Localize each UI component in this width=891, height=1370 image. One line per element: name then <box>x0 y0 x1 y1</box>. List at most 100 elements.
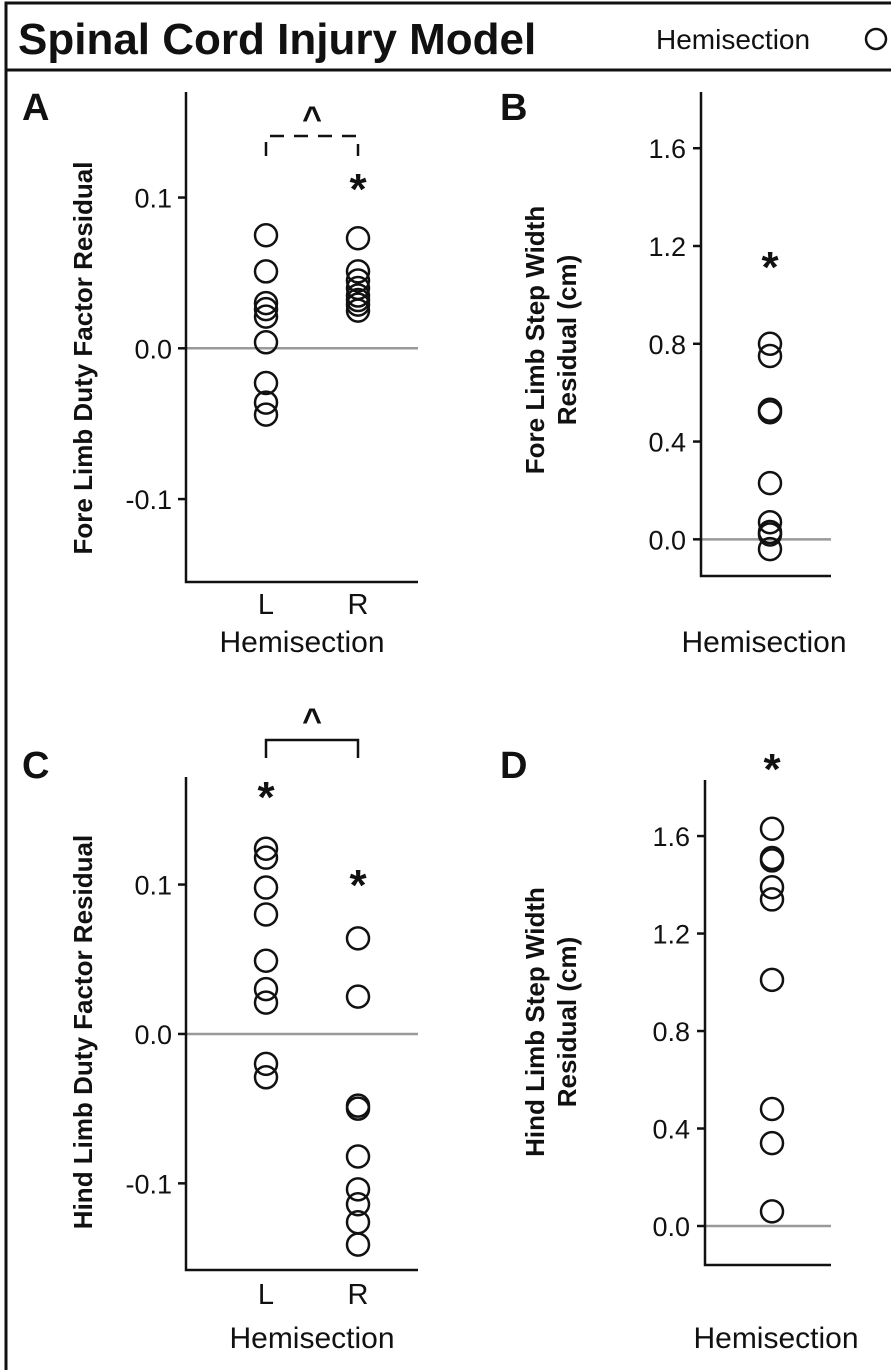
panel-a-data-point <box>253 222 279 248</box>
panel-d-ytick-label: 0.0 <box>652 1212 690 1242</box>
panel-c-data-point <box>345 1144 371 1169</box>
panel-c-comparison-bracket <box>264 738 360 758</box>
figure-frame <box>4 1 891 1370</box>
panel-a-data-point <box>253 290 279 316</box>
panel-b-data-point <box>757 522 783 547</box>
panel-b-ylabel: Fore Limb Step Width <box>520 206 550 474</box>
panel-c-data-point <box>253 902 279 927</box>
panel-a-category-label: R <box>348 589 369 621</box>
panel-a-data-point <box>253 390 279 415</box>
panel-b-ylabel: Residual (cm) <box>552 255 582 426</box>
panel-b-significance-star: * <box>761 243 779 292</box>
panel-c-significance-star: * <box>349 861 367 910</box>
panel-d-data-point <box>759 816 785 841</box>
panel-b-axes <box>699 92 831 578</box>
panel-a-ytick-label: 0.0 <box>134 334 172 364</box>
panel-c: C -0.1 0.0 0.1 Hind Limb Duty Factor Residua… <box>22 702 418 1355</box>
panel-d-letter: D <box>500 745 527 787</box>
panel-c-axes <box>184 777 418 1272</box>
panel-c-ylabel: Hind Limb Duty Factor Residual <box>68 835 98 1229</box>
panel-a: A -0.1 0.0 0.1 Fore Limb Duty Factor Residua… <box>22 87 418 659</box>
panel-b-data-point <box>757 470 783 496</box>
panel-c-data-point <box>345 926 371 951</box>
panel-a-data-point <box>253 296 279 322</box>
panels: A -0.1 0.0 0.1 Fore Limb Duty Factor Residua… <box>22 87 859 1355</box>
panel-d-data-point <box>759 887 785 912</box>
panel-b-data-point <box>757 331 783 357</box>
panel-a-data-point <box>345 292 371 317</box>
panel-c-data-point <box>253 845 279 870</box>
panel-d-xlabel: Hemisection <box>693 1322 858 1355</box>
panel-c-data-point <box>253 1065 279 1090</box>
panel-d-significance-star: * <box>763 745 781 794</box>
panel-b: B 0.0 0.4 0.8 1.2 1.6 Fore Limb Step Width Resi… <box>500 87 847 659</box>
panel-d-ytick-label: 0.4 <box>652 1115 690 1145</box>
panel-a-axes <box>184 92 418 584</box>
panel-c-data-point <box>253 836 279 861</box>
panel-c-data-point <box>345 1192 371 1217</box>
panel-c-data-point <box>253 990 279 1015</box>
panel-a-ytick-label: -0.1 <box>125 485 172 515</box>
panel-a-letter: A <box>22 87 49 129</box>
panel-d-ytick-label: 0.8 <box>652 1017 690 1047</box>
panel-c-data-point <box>253 875 279 900</box>
panel-a-data-point <box>253 370 279 396</box>
panel-c-data-point <box>253 976 279 1002</box>
panel-d-data-point <box>759 848 785 873</box>
panel-d-axes <box>703 780 831 1267</box>
panel-a-comparison-bracket <box>264 134 360 156</box>
panel-c-bracket-label: ^ <box>302 702 322 740</box>
panel-c-ytick-label: 0.1 <box>134 871 172 901</box>
panel-a-ylabel: Fore Limb Duty Factor Residual <box>68 162 98 555</box>
panel-c-data-point <box>253 1051 279 1077</box>
panel-c-xlabel: Hemisection <box>229 1322 394 1355</box>
panel-a-data-point <box>253 330 279 355</box>
legend-label: Hemisection <box>656 24 810 55</box>
panel-a-significance-star: * <box>349 165 367 214</box>
panel-a-data-point <box>345 259 371 284</box>
panel-d-ytick-label: 1.2 <box>652 920 690 950</box>
panel-c-category-label: R <box>348 1279 369 1311</box>
panel-b-data-point <box>757 536 783 562</box>
panel-a-data-point <box>253 259 279 284</box>
panel-a-category-label: L <box>258 589 274 621</box>
panel-c-category-label: L <box>258 1279 274 1311</box>
panel-a-xlabel: Hemisection <box>219 626 384 659</box>
panel-a-data-point <box>345 298 371 323</box>
panel-a-data-point <box>345 225 371 251</box>
panel-b-ytick-label: 1.6 <box>648 134 686 164</box>
panel-d-ytick-label: 1.6 <box>652 822 690 852</box>
panel-d: D 0.0 0.4 0.8 1.2 1.6 Hind Limb Step Width Resi… <box>500 745 859 1355</box>
panel-c-ytick-label: 0.0 <box>134 1020 172 1050</box>
panel-b-ytick-label: 0.4 <box>648 428 686 458</box>
panel-b-xlabel: Hemisection <box>681 626 846 659</box>
panel-a-ytick-label: 0.1 <box>134 184 172 214</box>
panel-d-data-point <box>759 874 785 900</box>
panel-c-ytick-label: -0.1 <box>125 1169 172 1199</box>
panel-d-ylabel: Hind Limb Step Width <box>520 887 550 1157</box>
panel-b-ytick-label: 0.8 <box>648 330 686 360</box>
panel-a-bracket-label: ^ <box>302 100 322 138</box>
panel-c-data-point <box>345 1177 371 1202</box>
panel-d-data-point <box>759 967 785 993</box>
panel-d-ylabel: Residual (cm) <box>552 937 582 1108</box>
panel-c-significance-star: * <box>257 773 275 822</box>
panel-d-data-point <box>759 1130 785 1156</box>
panel-b-data-point <box>757 399 783 425</box>
panel-b-letter: B <box>500 87 527 129</box>
panel-c-data-point <box>345 1096 371 1121</box>
panel-b-ytick-label: 1.2 <box>648 232 686 262</box>
figure-title: Spinal Cord Injury Model <box>18 15 536 64</box>
panel-a-data-point <box>253 402 279 427</box>
panel-d-data-point <box>759 1199 785 1224</box>
panel-c-letter: C <box>22 745 49 787</box>
panel-b-data-point <box>757 343 783 369</box>
panel-b-ytick-label: 0.0 <box>648 525 686 555</box>
panel-d-data-point <box>759 1096 785 1122</box>
panel-c-data-point <box>253 948 279 974</box>
panel-b-data-point <box>757 509 783 535</box>
panel-a-data-point <box>345 268 371 293</box>
panel-a-data-point <box>253 304 279 329</box>
legend-marker-icon <box>864 27 888 51</box>
